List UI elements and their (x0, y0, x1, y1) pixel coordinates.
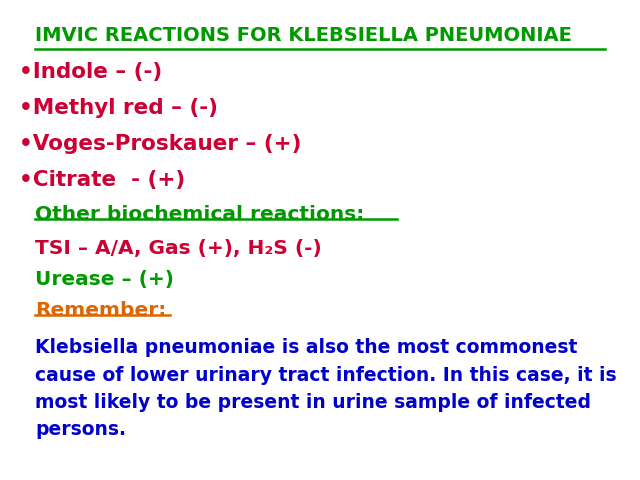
Text: Klebsiella pneumoniae is also the most commonest
cause of lower urinary tract in: Klebsiella pneumoniae is also the most c… (35, 338, 617, 439)
Text: Urease – (+): Urease – (+) (35, 270, 174, 289)
Text: •Citrate  - (+): •Citrate - (+) (19, 170, 186, 191)
Text: •Methyl red – (-): •Methyl red – (-) (19, 98, 218, 119)
Text: •Voges-Proskauer – (+): •Voges-Proskauer – (+) (19, 134, 301, 155)
Text: •Indole – (-): •Indole – (-) (19, 62, 163, 83)
Text: IMVIC REACTIONS FOR KLEBSIELLA PNEUMONIAE: IMVIC REACTIONS FOR KLEBSIELLA PNEUMONIA… (35, 26, 572, 46)
Text: TSI – A/A, Gas (+), H₂S (-): TSI – A/A, Gas (+), H₂S (-) (35, 239, 322, 258)
Text: Other biochemical reactions:: Other biochemical reactions: (35, 205, 364, 224)
Text: Remember:: Remember: (35, 301, 166, 320)
